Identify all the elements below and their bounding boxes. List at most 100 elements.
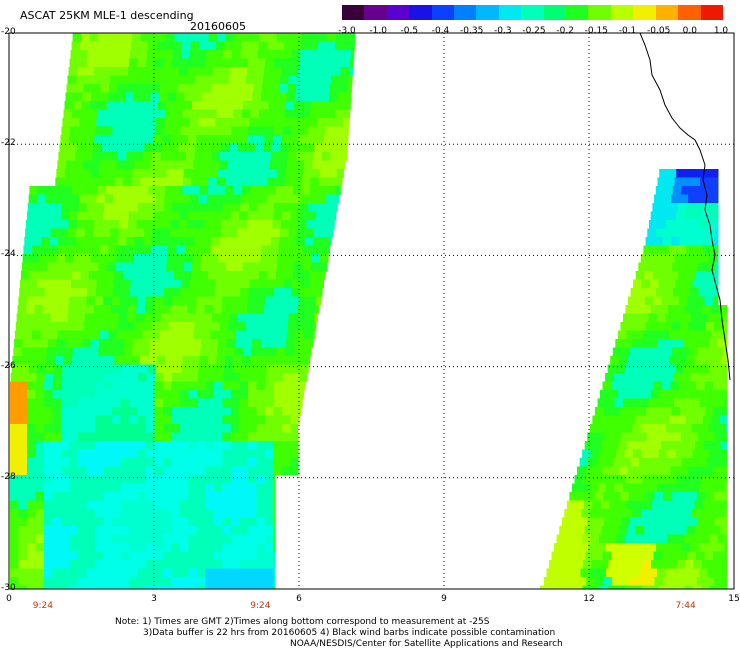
swath-pixel (722, 407, 728, 416)
swath-pixel (279, 84, 288, 93)
swath-pixel (61, 203, 71, 212)
swath-pixel (316, 203, 326, 212)
swath-pixel (124, 101, 133, 110)
swath-pixel (78, 390, 87, 399)
swath-pixel (95, 509, 104, 518)
swath-pixel (133, 160, 143, 170)
swath-pixel (146, 568, 155, 578)
swath-pixel (634, 560, 643, 569)
swath-pixel (212, 313, 222, 323)
swath-pixel (697, 432, 707, 442)
swath-pixel (18, 551, 28, 561)
swath-pixel (23, 330, 33, 340)
swath-pixel (61, 534, 70, 544)
swath-pixel (18, 390, 28, 399)
swath-pixel (195, 75, 204, 85)
swath-pixel (637, 492, 647, 501)
swath-pixel (302, 33, 312, 42)
swath-pixel (188, 415, 198, 425)
swath-pixel (228, 84, 237, 93)
swath-pixel (89, 347, 99, 357)
swath-pixel (129, 203, 139, 212)
swath-pixel (701, 211, 711, 221)
swath-pixel (180, 415, 189, 425)
swath-pixel (267, 41, 277, 51)
swath-pixel (80, 271, 90, 280)
swath-pixel (662, 492, 672, 501)
swath-pixel (56, 254, 66, 263)
swath-pixel (207, 271, 217, 280)
swath-pixel (273, 483, 276, 493)
swath-pixel (128, 220, 137, 229)
swath-pixel (617, 415, 627, 425)
swath-pixel (69, 449, 79, 459)
swath-pixel (107, 254, 117, 263)
swath-pixel (205, 543, 215, 552)
swath-pixel (95, 483, 104, 493)
swath-pixel (101, 313, 111, 323)
swath-pixel (338, 152, 348, 161)
swath-pixel (205, 211, 215, 221)
swath-pixel (197, 483, 206, 493)
swath-pixel (639, 543, 649, 552)
swath-pixel (321, 237, 331, 246)
swath-pixel (154, 543, 164, 552)
swath-pixel (52, 424, 62, 433)
swath-pixel (96, 279, 106, 289)
swath-pixel (44, 551, 53, 561)
swath-pixel (265, 458, 274, 467)
swath-pixel (237, 143, 247, 153)
swath-pixel (60, 220, 69, 229)
swath-pixel (662, 466, 671, 476)
swath-pixel (105, 186, 115, 195)
swath-pixel (222, 432, 232, 442)
swath-pixel (111, 135, 121, 144)
swath-pixel (112, 475, 121, 484)
swath-pixel (170, 67, 180, 76)
swath-pixel (659, 211, 669, 221)
swath-pixel (337, 92, 347, 102)
swath-pixel (319, 101, 329, 110)
swath-pixel (591, 475, 601, 484)
swath-pixel (262, 322, 272, 331)
swath-pixel (254, 75, 264, 85)
color-swatch (342, 5, 365, 20)
swath-pixel (81, 101, 91, 110)
swath-pixel (44, 526, 53, 535)
swath-pixel (205, 509, 215, 518)
swath-pixel (610, 356, 620, 365)
swath-pixel (105, 364, 114, 374)
swath-pixel (87, 203, 97, 212)
swath-pixel (184, 339, 194, 348)
swath-pixel (214, 568, 223, 578)
swath-pixel (121, 203, 131, 212)
swath-pixel (718, 449, 728, 459)
swath-pixel (289, 305, 299, 314)
swath-pixel (205, 551, 215, 561)
swath-pixel (265, 288, 275, 297)
swath-pixel (61, 509, 70, 518)
swath-pixel (712, 271, 719, 280)
swath-pixel (715, 543, 725, 552)
swath-pixel (214, 441, 223, 450)
swath-pixel (198, 50, 208, 59)
swath-pixel (220, 143, 230, 153)
swath-pixel (656, 288, 666, 297)
swath-pixel (84, 228, 94, 238)
swath-pixel (154, 577, 164, 586)
swath-pixel (219, 152, 229, 161)
swath-pixel (275, 279, 285, 289)
swath-pixel (95, 449, 104, 459)
swath-pixel (265, 483, 274, 493)
swath-pixel (689, 186, 699, 195)
swath-pixel (72, 109, 81, 119)
swath-pixel (171, 475, 181, 484)
swath-pixel (95, 458, 104, 467)
swath-pixel (214, 390, 223, 399)
swath-pixel (668, 390, 677, 399)
swath-pixel (114, 41, 124, 51)
swath-pixel (151, 322, 161, 331)
swath-pixel (674, 220, 684, 229)
swath-pixel (137, 449, 147, 459)
swath-pixel (155, 288, 165, 297)
